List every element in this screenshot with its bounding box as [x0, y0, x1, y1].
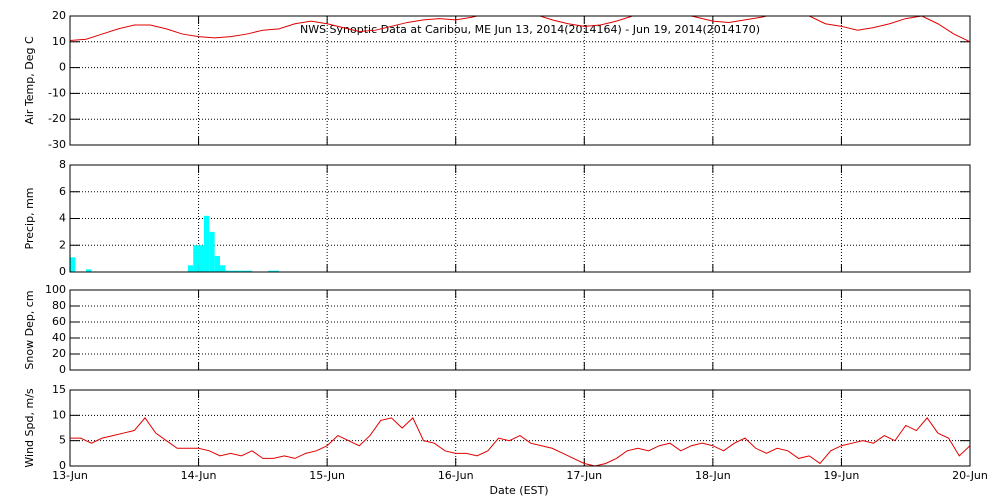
bar	[236, 270, 242, 272]
x-tick-label: 14-Jun	[181, 469, 217, 482]
y-tick-label: 6	[59, 185, 66, 198]
y-tick-label: 0	[59, 363, 66, 376]
bar	[203, 215, 210, 272]
bar	[273, 270, 279, 272]
y-tick-label: 10	[52, 35, 66, 48]
x-tick-label: 13-Jun	[52, 469, 88, 482]
bar	[230, 270, 237, 272]
y-tick-label: -10	[48, 86, 66, 99]
plot-area	[70, 16, 970, 43]
bar	[220, 265, 226, 272]
frame	[69, 164, 971, 273]
line	[70, 417, 970, 466]
bar	[198, 245, 204, 272]
bar	[268, 270, 274, 272]
x-axis-label: Date (EST)	[489, 484, 548, 497]
bar	[193, 245, 199, 272]
y-tick-label: 100	[45, 283, 66, 296]
x-tick-label: 16-Jun	[438, 469, 474, 482]
y-tick-label: 20	[52, 347, 66, 360]
y-tick-label: 8	[59, 158, 66, 171]
y-tick-label: -30	[48, 138, 66, 151]
y-tick-label: 80	[52, 299, 66, 312]
bar	[209, 231, 215, 272]
y-tick-label: 60	[52, 315, 66, 328]
bar	[214, 255, 220, 272]
y-tick-label: 4	[59, 212, 66, 225]
frame	[69, 15, 971, 146]
y-axis-label: Air Temp, Deg C	[23, 36, 36, 125]
y-axis-label: Snow Dep, cm	[23, 290, 36, 369]
bar	[225, 270, 231, 272]
bar	[241, 270, 247, 272]
y-tick-label: 20	[52, 9, 66, 22]
line	[70, 16, 970, 43]
frame	[69, 289, 971, 371]
bar	[187, 265, 194, 272]
x-tick-label: 15-Jun	[309, 469, 345, 482]
bar	[246, 270, 253, 272]
y-tick-label: 0	[59, 61, 66, 74]
frame	[69, 389, 971, 467]
x-tick-label: 18-Jun	[695, 469, 731, 482]
plot-area	[70, 215, 279, 272]
plot-area	[70, 417, 970, 466]
chart-title: NWS Synoptic Data at Caribou, ME Jun 13,…	[300, 23, 760, 36]
y-axis-label: Precip, mm	[23, 188, 36, 250]
y-tick-label: 0	[59, 459, 66, 472]
y-axis-label: Wind Spd, m/s	[23, 388, 36, 468]
x-tick-label: 17-Jun	[566, 469, 602, 482]
y-tick-label: 40	[52, 331, 66, 344]
y-tick-label: 0	[59, 265, 66, 278]
x-tick-label: 19-Jun	[824, 469, 860, 482]
bar	[86, 269, 92, 272]
y-tick-label: 5	[59, 434, 66, 447]
y-tick-label: -20	[48, 112, 66, 125]
y-tick-label: 15	[52, 383, 66, 396]
y-tick-label: 2	[59, 238, 66, 251]
y-tick-label: 10	[52, 408, 66, 421]
x-tick-label: 20-Jun	[952, 469, 988, 482]
bar	[70, 257, 76, 272]
